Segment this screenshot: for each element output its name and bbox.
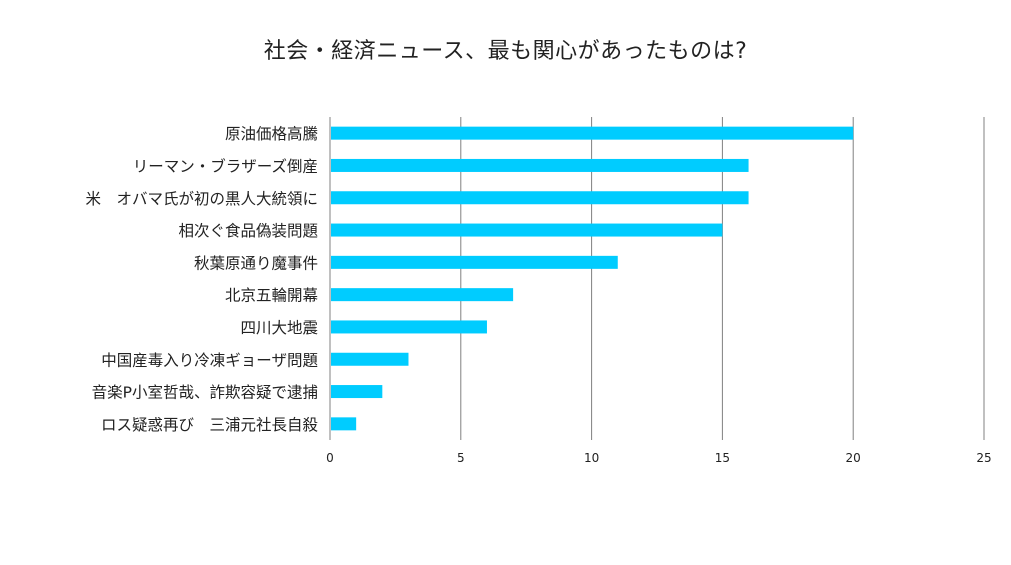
category-label: ロス疑惑再び 三浦元社長自殺: [101, 416, 318, 434]
category-label: 秋葉原通り魔事件: [194, 254, 318, 272]
bar: [331, 158, 749, 172]
bar: [331, 417, 357, 431]
category-label: 原油価格高騰: [225, 125, 318, 143]
bar: [331, 352, 409, 366]
bar: [331, 255, 618, 269]
category-label: 米 オバマ氏が初の黒人大統領に: [85, 190, 318, 208]
x-tick-label: 5: [457, 451, 465, 465]
bar: [331, 385, 383, 399]
category-label: 相次ぐ食品偽装問題: [178, 222, 318, 240]
bar: [331, 288, 514, 302]
bar: [331, 223, 723, 237]
bars: [331, 126, 854, 431]
x-tick-label: 10: [584, 451, 599, 465]
bar: [331, 320, 487, 334]
category-label: 北京五輪開幕: [225, 287, 319, 305]
x-tick-label: 15: [715, 451, 730, 465]
x-tick-label: 20: [846, 451, 861, 465]
x-tick-label: 25: [976, 451, 991, 465]
bar: [331, 191, 749, 205]
category-label: 四川大地震: [240, 319, 318, 337]
category-label: リーマン・ブラザーズ倒産: [133, 156, 318, 175]
chart-title: 社会・経済ニュース、最も関心があったものは?: [263, 39, 748, 64]
x-tick-labels: 0 5 10 15 20 25: [326, 451, 991, 465]
bar: [331, 126, 854, 140]
x-tick-label: 0: [326, 451, 334, 465]
category-label: 中国産毒入り冷凍ギョーザ問題: [101, 351, 318, 369]
category-label: 音楽P小室哲哉、詐欺容疑で逮捕: [92, 384, 318, 402]
